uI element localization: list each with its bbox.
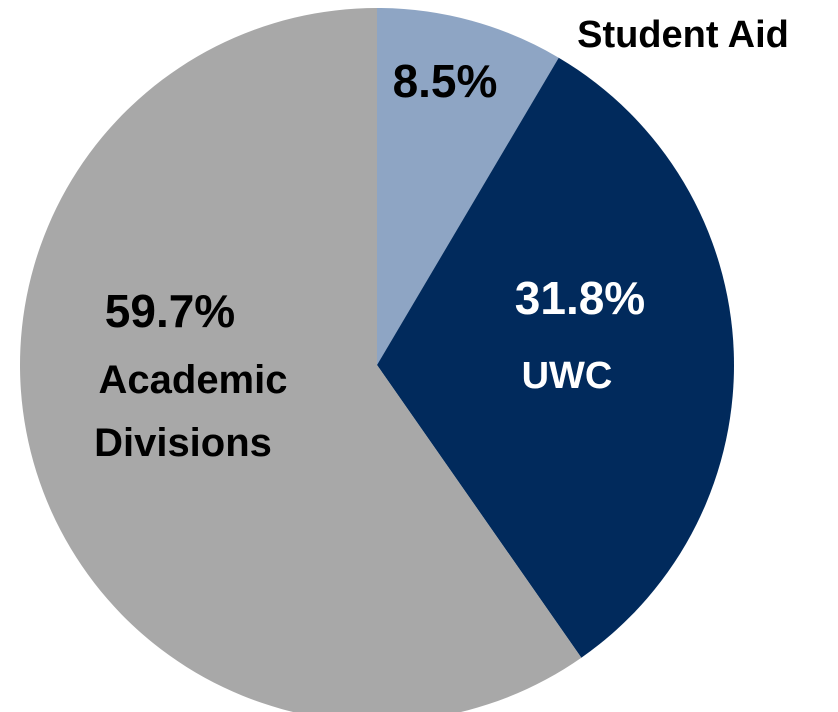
- value-label: 8.5%: [393, 55, 498, 107]
- value-label: 59.7%: [105, 285, 235, 337]
- pie-slice: [377, 8, 559, 365]
- category-label: Student Aid: [577, 14, 789, 56]
- category-label: Academic Divisions: [94, 358, 287, 465]
- category-label-line: Academic: [99, 358, 288, 402]
- value-label: 31.8%: [515, 272, 645, 324]
- category-label: UWC: [522, 355, 613, 397]
- pie-slice: [19, 8, 582, 712]
- category-label-line: Divisions: [94, 421, 272, 465]
- pie-slice: [377, 57, 734, 658]
